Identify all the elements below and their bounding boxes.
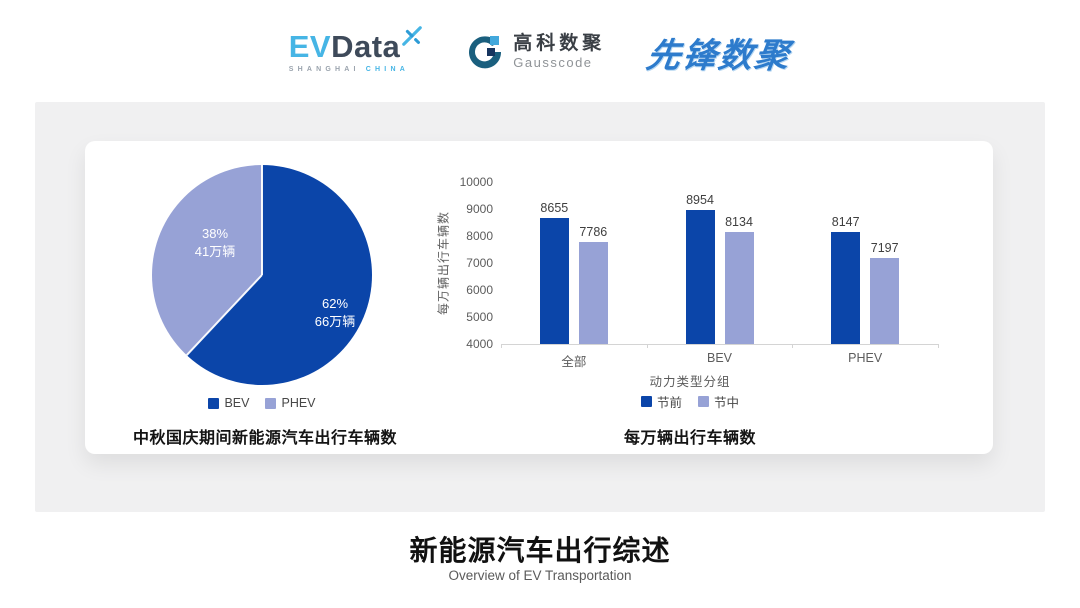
legend-item: 节前 xyxy=(640,392,682,411)
gausscode-g-icon xyxy=(469,36,502,69)
evdata-logo: EV Data SHANGHAI CHINA xyxy=(288,26,424,73)
pie-label-bev: 62% 66万辆 xyxy=(295,295,375,330)
phev-value: 41万辆 xyxy=(194,243,236,259)
gausscode-chinese-name: 高科数聚 xyxy=(513,32,606,54)
pie-chart xyxy=(152,165,372,385)
legend-label: BEV xyxy=(224,396,250,410)
bar-chart-block: 每万辆出行车辆数 动力类型分组 节前 节中 每万辆出行车辆数 4000 5000 60… xyxy=(415,161,980,451)
content-panel: 38% 41万辆 62% 66万辆 BEV PHEV 中秋国庆期间新能源汽车出行车… xyxy=(35,102,1045,512)
y-axis-tick-label: 6000 xyxy=(466,283,493,297)
pioneer-logo: 先锋数聚 xyxy=(644,36,794,75)
evdata-subtitle: SHANGHAI CHINA xyxy=(289,66,409,73)
gausscode-text-block: 高科数聚 Gausscode xyxy=(513,32,606,70)
bar-legend: 节前 节中 xyxy=(415,392,965,411)
bar-节前-全部 xyxy=(539,218,569,344)
pie-chart-block: 38% 41万辆 62% 66万辆 BEV PHEV 中秋国庆期间新能源汽车出行车… xyxy=(85,141,440,454)
legend-label: 节中 xyxy=(714,396,740,410)
x-axis-tick xyxy=(792,344,794,348)
bar-value-label: 7197 xyxy=(870,240,899,255)
bar-节中-PHEV xyxy=(870,257,900,344)
x-axis-tick xyxy=(938,344,939,348)
legend-item: BEV xyxy=(208,396,249,410)
evdata-pinwheel-icon xyxy=(402,26,423,46)
phev-percent: 38% xyxy=(201,226,229,241)
legend-swatch xyxy=(208,397,220,409)
category-label: 全部 xyxy=(561,355,587,369)
evdata-shanghai-text: SHANGHAI xyxy=(288,66,360,73)
x-axis-tick xyxy=(501,344,502,348)
pie-slice-divider xyxy=(261,165,263,275)
legend-swatch xyxy=(698,396,709,407)
bar-value-label: 7786 xyxy=(579,224,608,239)
y-axis-tick-label: 4000 xyxy=(466,337,493,351)
legend-item: PHEV xyxy=(265,396,316,410)
legend-label: 节前 xyxy=(656,396,682,410)
page-subtitle: Overview of EV Transportation xyxy=(448,568,632,583)
bar-节中-BEV xyxy=(724,232,754,344)
legend-item: 节中 xyxy=(698,392,739,411)
bev-percent: 62% xyxy=(321,296,349,311)
x-axis-line xyxy=(501,344,938,345)
evdata-ev-text: EV xyxy=(288,29,332,64)
charts-card: 38% 41万辆 62% 66万辆 BEV PHEV 中秋国庆期间新能源汽车出行车… xyxy=(85,141,993,454)
category-label: BEV xyxy=(706,351,732,365)
legend-swatch xyxy=(265,397,277,409)
bar-value-label: 8134 xyxy=(725,215,753,230)
evdata-data-text: Data xyxy=(331,29,401,64)
pie-legend: BEV PHEV xyxy=(152,396,372,410)
bev-value: 66万辆 xyxy=(314,313,356,329)
evdata-wordmark: EV Data xyxy=(288,26,424,64)
page-title: 新能源汽车出行综述 xyxy=(409,535,671,566)
y-axis-tick-label: 9000 xyxy=(466,202,493,216)
bar-value-label: 8655 xyxy=(540,201,569,216)
legend-label: PHEV xyxy=(281,396,316,410)
y-axis-tick-label: 8000 xyxy=(466,229,493,243)
bar-节前-PHEV xyxy=(831,232,861,344)
evdata-china-text: CHINA xyxy=(365,66,409,73)
bar-value-label: 8147 xyxy=(831,215,860,230)
header-logo-row: EV Data SHANGHAI CHINA 高科数聚 G xyxy=(0,22,1080,82)
pie-slice-divider xyxy=(185,274,263,356)
gausscode-english-name: Gausscode xyxy=(513,54,593,70)
y-axis-tick-label: 10000 xyxy=(459,175,493,189)
bar-节中-全部 xyxy=(578,241,608,344)
y-axis-tick-label: 5000 xyxy=(466,310,493,324)
bar-value-label: 8954 xyxy=(686,193,714,208)
bar-chart-title: 每万辆出行车辆数 xyxy=(623,430,756,447)
pie-label-phev: 38% 41万辆 xyxy=(175,225,255,260)
bar-节前-BEV xyxy=(685,210,715,344)
y-axis-tick-label: 7000 xyxy=(466,256,493,270)
bar-x-axis-label: 动力类型分组 xyxy=(649,375,731,389)
legend-swatch xyxy=(640,396,652,407)
pie-chart-title: 中秋国庆期间新能源汽车出行车辆数 xyxy=(132,430,397,447)
category-label: PHEV xyxy=(848,351,883,365)
x-axis-tick xyxy=(646,344,648,348)
gausscode-logo: 高科数聚 Gausscode xyxy=(465,32,605,72)
